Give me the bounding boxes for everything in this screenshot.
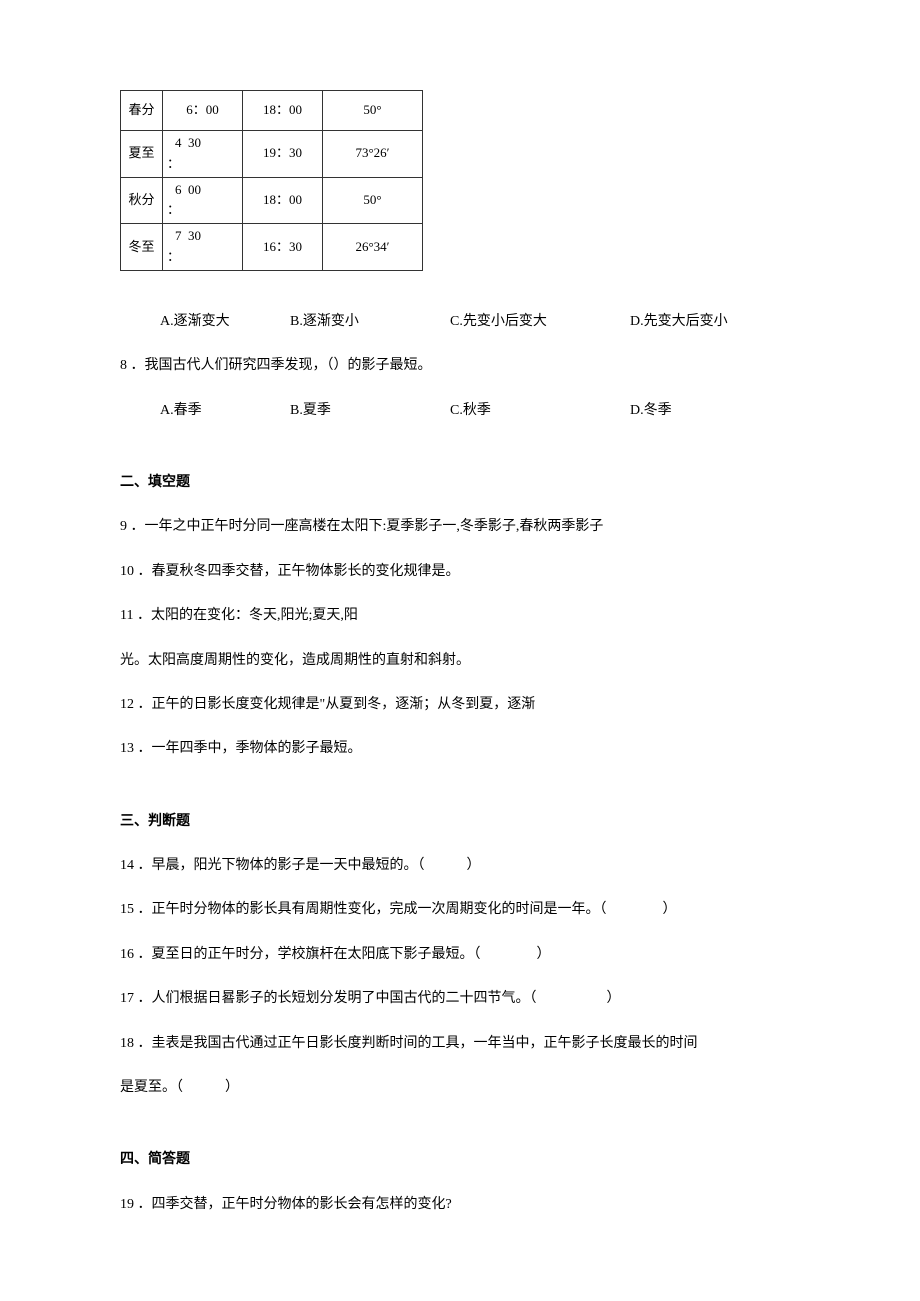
q12: 12 ．正午的日影长度变化规律是"从夏到冬，逐渐；从冬到夏，逐渐 <box>120 694 800 716</box>
q8-text: 8 ．我国古代人们研究四季发现，（）的影子最短。 <box>120 355 800 377</box>
sunrise-hour: 7 <box>175 228 182 243</box>
q11a: 11 ．太阳的在变化：冬天,阳光;夏天,阳 <box>120 605 800 627</box>
table-row: 春分 6：00 18：00 50° <box>121 91 423 131</box>
sunrise-hour: 6 <box>175 182 182 197</box>
option-a: A.逐渐变大 <box>160 311 290 333</box>
altitude-cell: 50° <box>323 177 423 224</box>
q18a: 18 ．圭表是我国古代通过正午日影长度判断时间的工具，一年当中，正午影子长度最长… <box>120 1033 800 1055</box>
q19: 19 ．四季交替，正午时分物体的影长会有怎样的变化? <box>120 1194 800 1216</box>
sunset-cell: 16：30 <box>243 224 323 271</box>
q15: 15 ．正午时分物体的影长具有周期性变化，完成一次周期变化的时间是一年。（ ） <box>120 899 800 921</box>
option-b: B.逐渐变小 <box>290 311 450 333</box>
sunrise-min: 30 <box>188 135 201 150</box>
sunset-cell: 18：00 <box>243 91 323 131</box>
option-a: A.春季 <box>160 400 290 422</box>
q18b: 是夏至。（ ） <box>120 1077 800 1099</box>
sunrise-cell: 6 00 ： <box>163 177 243 224</box>
q17: 17 ．人们根据日晷影子的长短划分发明了中国古代的二十四节气。（ ） <box>120 988 800 1010</box>
table-row: 秋分 6 00 ： 18：00 50° <box>121 177 423 224</box>
term-cell: 夏至 <box>121 131 163 178</box>
q9: 9 ．一年之中正午时分同一座高楼在太阳下:夏季影子一,冬季影子,春秋两季影子 <box>120 516 800 538</box>
sunrise-cell: 6：00 <box>163 91 243 131</box>
sunrise-min: 00 <box>188 182 201 197</box>
q11b: 光。太阳高度周期性的变化，造成周期性的直射和斜射。 <box>120 650 800 672</box>
term-cell: 冬至 <box>121 224 163 271</box>
altitude-cell: 50° <box>323 91 423 131</box>
section3-title: 三、判断题 <box>120 811 800 833</box>
colon-mark: ： <box>167 202 180 217</box>
colon-mark: ： <box>167 249 180 264</box>
sunset-cell: 18：00 <box>243 177 323 224</box>
table-row: 夏至 4 30 ： 19：30 73°26′ <box>121 131 423 178</box>
sunrise-hour: 4 <box>175 135 182 150</box>
altitude-cell: 73°26′ <box>323 131 423 178</box>
sunrise-min: 30 <box>188 228 201 243</box>
option-b: B.夏季 <box>290 400 450 422</box>
term-cell: 春分 <box>121 91 163 131</box>
colon-mark: ： <box>167 156 180 171</box>
altitude-cell: 26°34′ <box>323 224 423 271</box>
section4-title: 四、简答题 <box>120 1149 800 1171</box>
section2-title: 二、填空题 <box>120 472 800 494</box>
q7-options: A.逐渐变大 B.逐渐变小 C.先变小后变大 D.先变大后变小 <box>120 311 800 333</box>
option-d: D.先变大后变小 <box>630 311 800 333</box>
term-cell: 秋分 <box>121 177 163 224</box>
option-c: C.秋季 <box>450 400 630 422</box>
q14: 14 ．早晨，阳光下物体的影子是一天中最短的。（ ） <box>120 855 800 877</box>
table-row: 冬至 7 30 ： 16：30 26°34′ <box>121 224 423 271</box>
q13: 13 ．一年四季中，季物体的影子最短。 <box>120 738 800 760</box>
sunrise-cell: 7 30 ： <box>163 224 243 271</box>
solar-terms-table: 春分 6：00 18：00 50° 夏至 4 30 ： 19：30 73°26′… <box>120 90 423 271</box>
sunset-cell: 19：30 <box>243 131 323 178</box>
q10: 10 ．春夏秋冬四季交替，正午物体影长的变化规律是。 <box>120 561 800 583</box>
sunrise-cell: 4 30 ： <box>163 131 243 178</box>
option-c: C.先变小后变大 <box>450 311 630 333</box>
q8-options: A.春季 B.夏季 C.秋季 D.冬季 <box>120 400 800 422</box>
q16: 16 ．夏至日的正午时分，学校旗杆在太阳底下影子最短。（ ） <box>120 944 800 966</box>
option-d: D.冬季 <box>630 400 800 422</box>
